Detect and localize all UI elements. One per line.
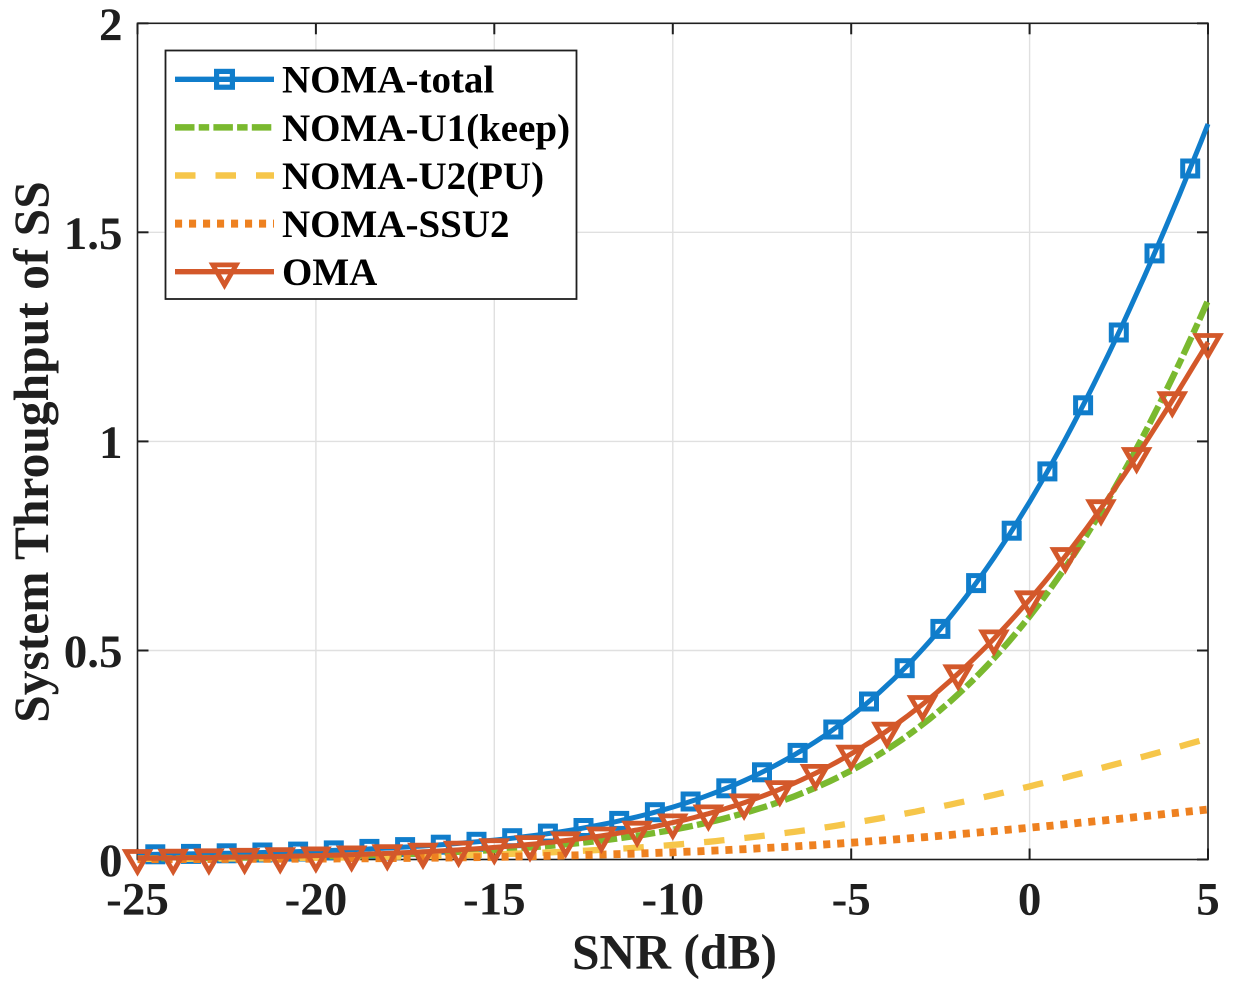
svg-text:0: 0 xyxy=(99,835,123,887)
svg-text:-15: -15 xyxy=(463,874,526,926)
svg-text:-25: -25 xyxy=(106,874,169,926)
svg-text:OMA: OMA xyxy=(282,251,377,294)
svg-text:NOMA-SSU2: NOMA-SSU2 xyxy=(282,203,510,246)
svg-text:1: 1 xyxy=(99,417,123,469)
svg-text:1.5: 1.5 xyxy=(64,208,123,260)
svg-text:NOMA-U2(PU): NOMA-U2(PU) xyxy=(282,155,544,198)
svg-text:2: 2 xyxy=(99,0,123,51)
svg-text:5: 5 xyxy=(1196,874,1220,926)
svg-text:0.5: 0.5 xyxy=(64,626,123,678)
svg-text:-10: -10 xyxy=(641,874,704,926)
svg-text:-20: -20 xyxy=(285,874,348,926)
svg-text:NOMA-U1(keep): NOMA-U1(keep) xyxy=(282,107,570,150)
svg-text:0: 0 xyxy=(1018,874,1042,926)
svg-text:SNR (dB): SNR (dB) xyxy=(572,925,777,980)
svg-text:-5: -5 xyxy=(832,874,871,926)
svg-text:System Throughput of SS: System Throughput of SS xyxy=(4,181,59,722)
svg-text:NOMA-total: NOMA-total xyxy=(282,59,494,102)
